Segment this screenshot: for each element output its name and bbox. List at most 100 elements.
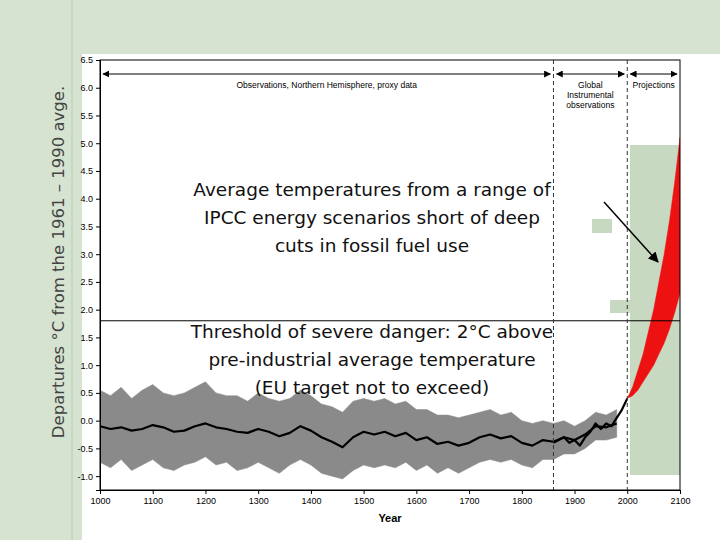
x-tick-mark	[416, 490, 417, 494]
x-tick-mark	[575, 490, 576, 494]
y-tick-mark	[96, 254, 100, 255]
x-tick: 1000	[90, 490, 110, 506]
chart-svg: Observations, Northern Hemisphere, proxy…	[0, 0, 720, 540]
y-axis-title: Departures °C from the 1961 – 1990 avge.	[49, 86, 68, 438]
y-tick-label: 3.0	[80, 250, 93, 260]
x-tick-label: 1300	[249, 496, 269, 506]
x-tick-label: 1800	[512, 496, 532, 506]
y-tick-mark	[96, 88, 100, 89]
x-tick-label: 1200	[196, 496, 216, 506]
y-tick: 1.0	[80, 361, 100, 371]
annotation-text: (EU target not to exceed)	[255, 377, 490, 398]
period-divider	[553, 60, 554, 490]
y-tick-label: -1.0	[77, 472, 93, 482]
y-axis: -1.0 -0.5 0.0 0.5 1.0 1.5 2.0 2.5 3.0 3.5 4.0 4.5 5.…	[77, 55, 100, 490]
x-tick-mark	[311, 490, 312, 494]
y-tick-mark	[96, 476, 100, 477]
y-tick-mark	[96, 171, 100, 172]
period-label: Global	[578, 80, 603, 90]
x-tick-mark	[205, 490, 206, 494]
x-tick: 1700	[460, 490, 480, 506]
x-axis-line	[101, 491, 681, 495]
annotation-text: Threshold of severe danger: 2°C above	[190, 321, 553, 342]
period-label: Projections	[633, 80, 675, 90]
period-arrow	[103, 74, 550, 75]
chart-panel	[82, 54, 720, 540]
annotation-text: IPCC energy scenarios short of deep	[204, 207, 540, 228]
annotation-text: pre-industrial average temperature	[208, 349, 535, 370]
x-tick-mark	[522, 490, 523, 494]
plot-frame	[100, 60, 680, 490]
x-tick: 1800	[512, 490, 532, 506]
y-tick: 3.5	[80, 222, 100, 232]
y-tick: 6.0	[80, 83, 100, 93]
x-tick: 1200	[196, 490, 216, 506]
x-tick-label: 2100	[670, 496, 690, 506]
y-tick-label: 1.5	[80, 333, 93, 343]
y-tick-label: 4.0	[80, 194, 93, 204]
x-tick-label: 1400	[301, 496, 321, 506]
y-tick: 4.0	[80, 194, 100, 204]
y-tick: 5.0	[80, 139, 100, 149]
x-tick: 1900	[565, 490, 585, 506]
annotation-text: Average temperatures from a range of	[193, 179, 551, 200]
y-tick: 5.5	[80, 111, 100, 121]
y-tick-label: 0.0	[80, 416, 93, 426]
series-line	[553, 398, 627, 445]
y-tick-mark	[96, 310, 100, 311]
y-tick-mark	[96, 393, 100, 394]
y-tick: 4.5	[80, 166, 100, 176]
y-tick-label: 0.5	[80, 388, 93, 398]
x-tick-mark	[153, 490, 154, 494]
period-label: Instrumental	[567, 90, 614, 100]
period-header: Observations, Northern Hemisphere, proxy…	[103, 60, 677, 490]
x-axis: 1000 1100 1200 1300 1400 1500 1600 1700 1800 1900…	[90, 490, 690, 506]
x-tick: 1100	[144, 490, 163, 506]
y-tick-label: 2.0	[80, 305, 93, 315]
y-tick-label: -0.5	[77, 444, 93, 454]
x-tick-label: 2000	[618, 496, 638, 506]
period-arrow	[556, 74, 624, 75]
x-tick: 2100	[670, 490, 690, 506]
y-tick-label: 3.5	[80, 222, 93, 232]
annotation-text: cuts in fossil fuel use	[275, 235, 469, 256]
y-tick: 1.5	[80, 333, 100, 343]
annotation-arrow	[604, 202, 658, 262]
x-tick-label: 1900	[565, 496, 585, 506]
y-tick-label: 6.5	[80, 55, 93, 65]
y-tick-label: 6.0	[80, 83, 93, 93]
x-tick: 1400	[301, 490, 321, 506]
y-tick: 2.0	[80, 305, 100, 315]
slide-background	[0, 0, 720, 540]
period-arrow	[630, 74, 677, 75]
x-tick-mark	[627, 490, 628, 494]
chart-container: Observations, Northern Hemisphere, proxy…	[0, 0, 720, 540]
y-tick-mark	[96, 448, 100, 449]
y-tick-label: 5.5	[80, 111, 93, 121]
y-tick: 2.5	[80, 277, 100, 287]
y-tick-mark	[96, 282, 100, 283]
plot-area	[100, 138, 680, 479]
x-tick: 2000	[618, 490, 638, 506]
period-label: Observations, Northern Hemisphere, proxy…	[236, 80, 417, 90]
y-tick-mark	[96, 421, 100, 422]
x-tick: 1500	[354, 490, 374, 506]
y-axis-line	[96, 61, 101, 491]
y-tick-mark	[96, 365, 100, 366]
band	[627, 138, 680, 399]
y-tick-label: 2.5	[80, 277, 93, 287]
x-tick-mark	[100, 490, 101, 494]
y-tick: -1.0	[77, 472, 100, 482]
y-tick: 0.0	[80, 416, 100, 426]
y-tick-label: 5.0	[80, 139, 93, 149]
x-tick-mark	[258, 490, 259, 494]
y-tick-mark	[96, 115, 100, 116]
period-divider	[627, 60, 628, 490]
y-tick-mark	[96, 226, 100, 227]
x-tick-mark	[364, 490, 365, 494]
x-tick-mark	[680, 490, 681, 494]
y-tick-mark	[96, 143, 100, 144]
y-tick-label: 1.0	[80, 361, 93, 371]
x-tick: 1600	[407, 490, 427, 506]
x-tick-label: 1500	[354, 496, 374, 506]
